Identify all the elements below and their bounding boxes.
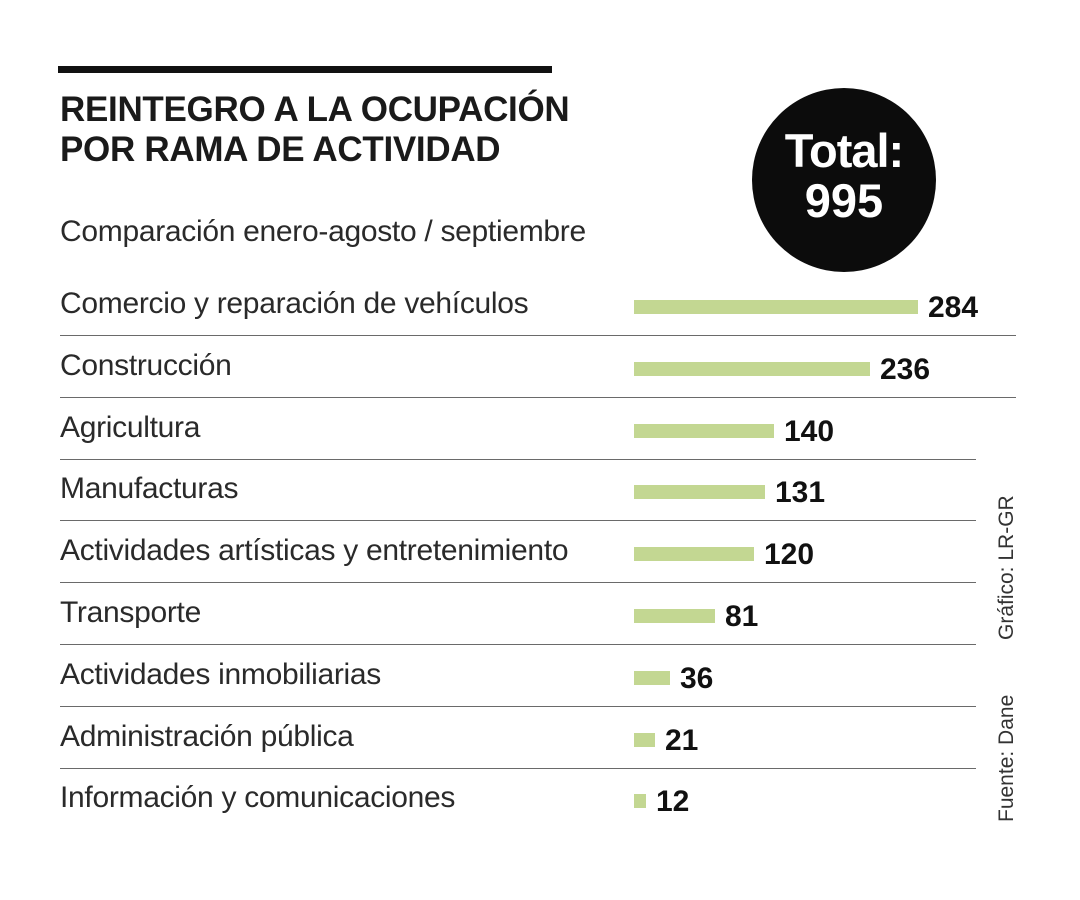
row-divider (60, 520, 976, 522)
bar (634, 732, 655, 747)
row-divider (60, 705, 976, 707)
bar (634, 609, 715, 623)
value-label: 284 (928, 291, 979, 324)
category-label: Actividades inmobiliarias (60, 657, 381, 691)
bar (634, 423, 774, 438)
chart-title: REINTEGRO A LA OCUPACIÓN POR RAMA DE ACT… (60, 90, 570, 170)
value-label: 21 (665, 723, 699, 757)
total-badge: Total: 995 (752, 88, 936, 272)
value-label: 81 (725, 600, 759, 633)
value-label: 36 (680, 661, 714, 695)
total-value: 995 (804, 174, 884, 227)
graphic-credit: Gráfico: LR-GR (995, 495, 1018, 640)
chart-title-line-1: REINTEGRO A LA OCUPACIÓN (60, 90, 570, 129)
category-label: Actividades artísticas y entretenimiento (60, 534, 569, 568)
bar (634, 361, 870, 376)
bar (634, 485, 765, 500)
category-label: Comercio y reparación de vehículos (60, 287, 529, 320)
chart-title-line-2: POR RAMA DE ACTIVIDAD (60, 130, 501, 169)
category-label: Transporte (60, 596, 201, 629)
category-label: Agricultura (60, 410, 201, 444)
row-divider (60, 396, 1016, 398)
bar (634, 670, 670, 685)
value-label: 12 (656, 785, 690, 819)
category-label: Administración pública (60, 719, 354, 753)
chart-subtitle: Comparación enero-agosto / septiembre (60, 215, 586, 248)
bar (634, 794, 646, 809)
row-divider (60, 458, 976, 460)
category-label: Construcción (60, 348, 232, 382)
source-note: Fuente: Dane (995, 694, 1018, 822)
row-divider (60, 767, 976, 769)
value-label: 236 (880, 352, 931, 386)
category-label: Manufacturas (60, 472, 239, 506)
bar (634, 300, 918, 314)
category-label: Información y comunicaciones (60, 781, 456, 815)
value-label: 120 (764, 538, 815, 572)
total-label: Total: (784, 124, 904, 177)
row-divider (60, 644, 976, 645)
top-rule (58, 66, 552, 73)
row-divider (60, 335, 1016, 336)
row-divider (60, 582, 976, 584)
value-label: 131 (775, 476, 826, 510)
value-label: 140 (784, 414, 835, 448)
bar (634, 547, 754, 562)
